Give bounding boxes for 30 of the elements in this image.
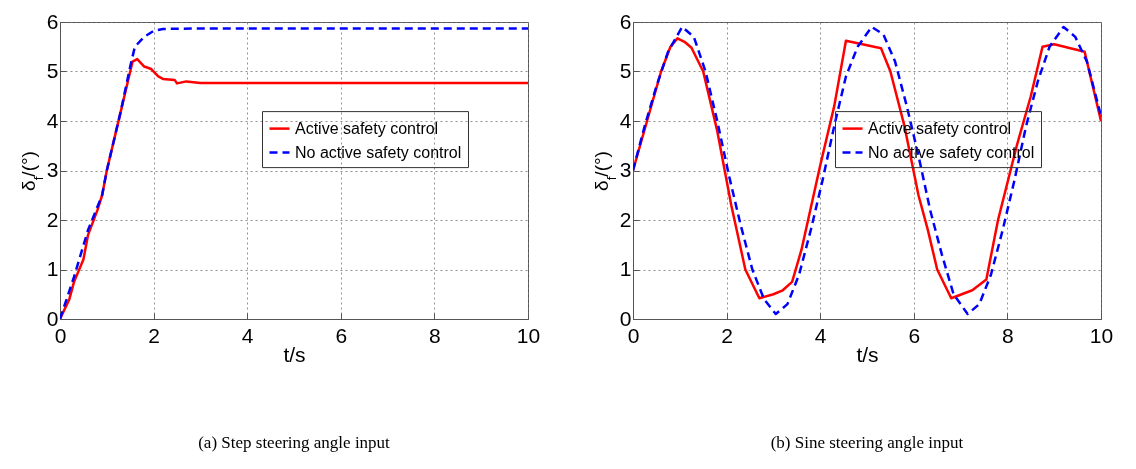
x-tick-label: 10 [516,323,541,347]
y-tick-label: 2 [619,207,632,231]
y-tick-label: 3 [619,158,632,181]
x-tick-label: 8 [429,323,441,347]
y-tick-label: 5 [46,59,59,82]
y-tick-label: 6 [46,9,59,33]
x-tick-label: 8 [1002,323,1014,347]
y-tick-label: 1 [619,257,632,280]
x-tick-label: 2 [721,323,733,347]
y-tick-label: 0 [46,306,59,330]
y-tick-label: 6 [619,9,632,33]
text: (b) Sine steering angle input [770,433,964,452]
x-tick-label: 6 [908,323,921,347]
x-tick-label: 2 [148,323,160,347]
x-axis-title: t/s [856,342,879,366]
legend-label: Active safety control [295,119,439,137]
y-tick-label: 4 [619,108,632,132]
y-tick-label: 2 [46,207,59,231]
x-tick-label: 4 [814,323,827,347]
y-tick-label: 3 [46,158,59,181]
y-tick-label: 5 [619,59,632,82]
x-tick-label: 10 [1089,323,1114,347]
x-tick-label: 6 [335,323,348,347]
text: (a) Step steering angle input [198,433,391,452]
legend-label: No active safety control [295,143,462,161]
y-tick-label: 0 [619,306,632,330]
y-tick-label: 1 [46,257,59,280]
x-tick-label: 4 [241,323,254,347]
x-axis-title: t/s [283,342,306,366]
y-tick-label: 4 [46,108,59,132]
